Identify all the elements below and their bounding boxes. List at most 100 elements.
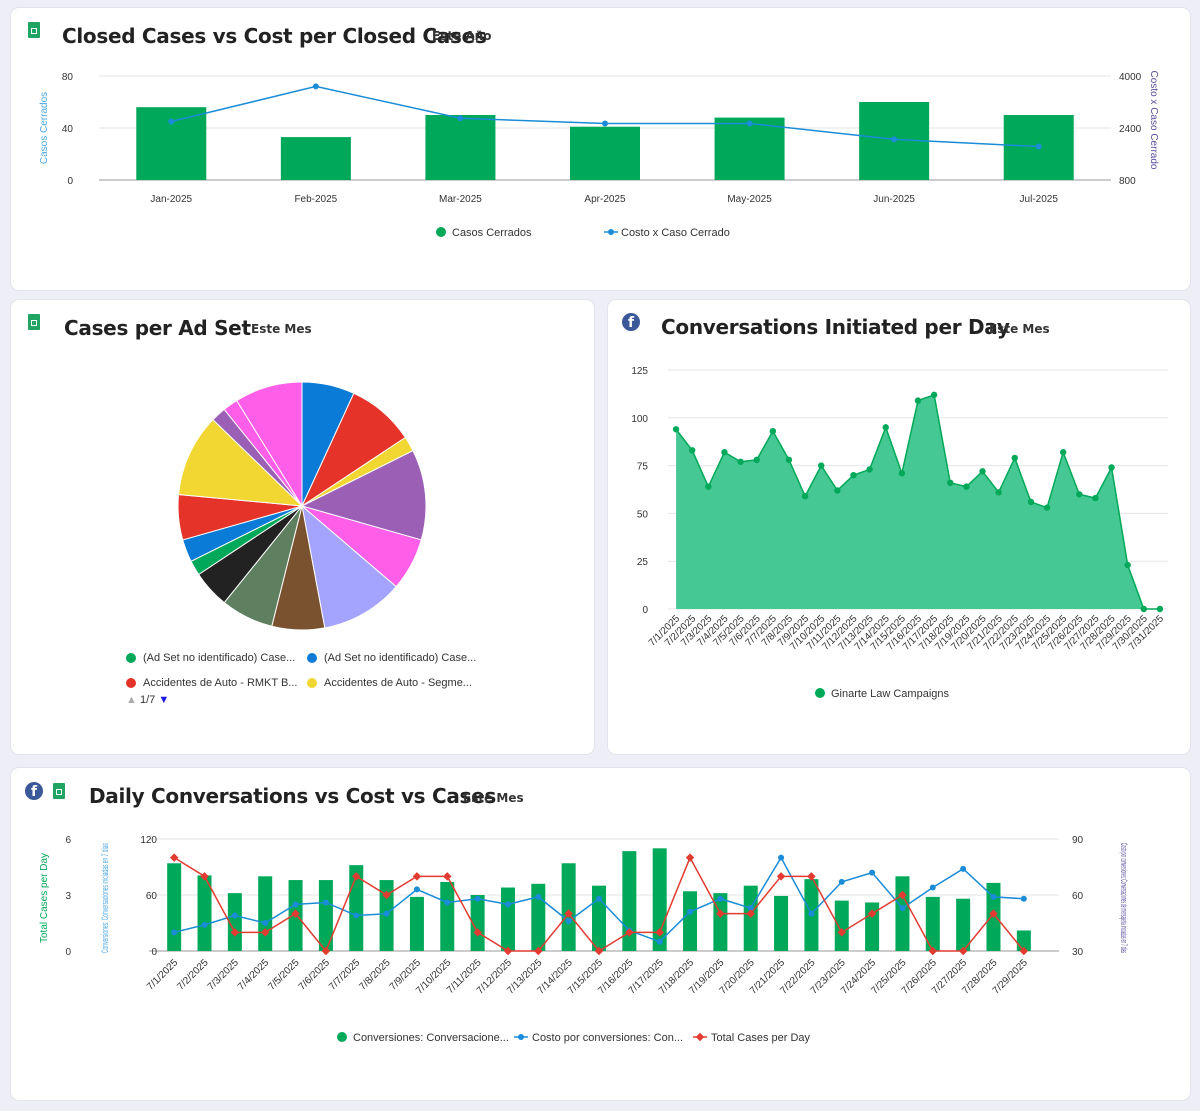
cases-per-ad-set-pie	[177, 381, 427, 631]
card-title: Closed Cases vs Cost per Closed Cases	[62, 24, 487, 48]
y-left-axis-label: Casos Cerrados	[39, 92, 50, 164]
cases-point	[321, 946, 331, 956]
card-closed-cases: Closed Cases vs Cost per Closed Cases Es…	[11, 8, 1190, 290]
cost-point	[201, 921, 208, 928]
period-badge[interactable]: Este Año	[432, 29, 492, 43]
bar	[895, 876, 910, 951]
cases-point	[443, 872, 452, 881]
y-tick-label: 100	[631, 414, 648, 425]
cost-point	[869, 869, 876, 876]
pie-slice	[236, 381, 303, 508]
data-point	[882, 424, 889, 431]
bar	[440, 881, 455, 951]
legend-pager[interactable]: ▲ 1/7 ▼	[126, 694, 169, 706]
cost-point	[747, 905, 754, 912]
legend-marker	[307, 653, 317, 663]
cases-point	[200, 872, 209, 881]
data-point	[753, 456, 760, 464]
x-tick-label: 7/3/2025	[206, 957, 242, 993]
legend-item[interactable]: (Ad Set no identificado) Case...	[126, 652, 295, 664]
bar	[136, 107, 207, 180]
facebook-icon: f	[622, 313, 640, 331]
cost-point	[1020, 895, 1027, 902]
data-point	[1156, 605, 1164, 613]
card-cases-per-ad-set: Cases per Ad Set Este Mes (Ad Set no ide…	[11, 300, 594, 754]
bar	[865, 902, 880, 951]
period-badge[interactable]: Este Mes	[251, 322, 312, 336]
x-tick-label: 7/4/2025	[236, 957, 272, 993]
y-right-axis-label: Costo por conversiones: Conversaciones d…	[1119, 843, 1129, 953]
y-left-tick-label: 40	[62, 124, 74, 135]
facebook-icon: f	[25, 782, 43, 800]
bar	[570, 126, 640, 180]
google-sheets-icon	[28, 22, 40, 38]
cost-point	[929, 884, 936, 891]
cost-point	[656, 938, 663, 945]
legend-marker	[337, 1032, 347, 1042]
data-point	[963, 483, 970, 490]
line-point	[457, 115, 464, 122]
google-sheets-icon	[28, 314, 40, 330]
series-area	[676, 394, 1160, 609]
cases-point	[412, 872, 422, 881]
data-point	[1043, 504, 1051, 511]
cases-point	[260, 928, 270, 937]
x-tick-label: Feb-2025	[294, 194, 337, 205]
pie-slice	[300, 450, 427, 541]
cases-point	[382, 890, 391, 900]
cost-point	[231, 912, 238, 919]
cost-point	[413, 886, 420, 893]
cases-point	[230, 928, 240, 937]
y-left2-axis-label: Conversiones: Conversaciones iniciadas e…	[100, 843, 110, 953]
y-right-tick-label: 4000	[1119, 72, 1142, 83]
x-tick-label: Mar-2025	[439, 194, 482, 205]
legend-item[interactable]: (Ad Set no identificado) Case...	[307, 652, 476, 664]
legend-marker	[126, 678, 136, 688]
pager-up-icon[interactable]: ▲	[126, 694, 137, 706]
data-point	[1124, 561, 1131, 569]
bar	[683, 891, 698, 951]
x-tick-label: May-2025	[727, 194, 772, 205]
legend-label: Ginarte Law Campaigns	[831, 688, 950, 700]
y-right-axis-label: Costo x Caso Cerrado	[1148, 71, 1159, 170]
pager-down-icon[interactable]: ▼	[158, 694, 170, 706]
cost-point	[687, 908, 694, 915]
period-badge[interactable]: Este Mes	[463, 791, 524, 805]
legend-item[interactable]: Accidentes de Auto - RMKT B...	[126, 677, 297, 689]
data-point	[721, 449, 728, 456]
card-title: Daily Conversations vs Cost vs Cases	[89, 784, 496, 808]
conversations-area-chart: 02550751001257/1/20257/2/20257/3/20257/4…	[631, 366, 1168, 700]
legend-label: Costo por conversiones: Con...	[532, 1032, 683, 1044]
bar	[470, 895, 485, 951]
legend-item[interactable]: Accidentes de Auto - Segme...	[307, 677, 472, 689]
bar	[227, 893, 242, 951]
card-daily-conversations: f Daily Conversations vs Cost vs Cases E…	[11, 768, 1190, 1100]
y-right-tick-label: 800	[1119, 176, 1136, 187]
y-left2-tick-label: 120	[140, 835, 157, 846]
cost-point	[383, 910, 390, 917]
legend-marker	[608, 229, 614, 235]
cost-point	[535, 893, 542, 900]
legend-marker	[815, 688, 825, 698]
y-right-tick-label: 2400	[1119, 124, 1142, 135]
data-point	[1092, 494, 1099, 502]
line-point	[1035, 143, 1042, 150]
x-tick-label: Apr-2025	[584, 194, 626, 205]
y-right-tick-label: 60	[1072, 891, 1084, 902]
bar	[713, 893, 728, 951]
data-point	[801, 492, 809, 500]
cost-point	[262, 920, 269, 926]
bar	[743, 885, 758, 951]
y-tick-label: 50	[637, 509, 649, 520]
data-point	[672, 426, 680, 433]
y-left1-tick-label: 6	[65, 835, 71, 846]
bar	[925, 896, 940, 951]
period-badge[interactable]: Este Mes	[989, 322, 1050, 336]
cost-point	[990, 893, 997, 900]
legend-marker	[307, 678, 317, 688]
legend-label: Conversiones: Conversacione...	[353, 1032, 509, 1044]
cost-point	[778, 854, 785, 861]
cost-point	[292, 901, 299, 908]
data-point	[995, 489, 1002, 496]
data-point	[688, 447, 696, 454]
